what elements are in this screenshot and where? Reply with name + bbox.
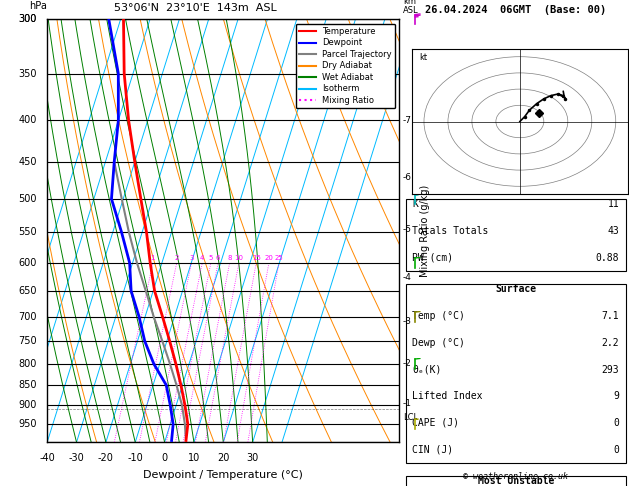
Text: 350: 350 [18, 69, 36, 79]
Text: 950: 950 [18, 419, 36, 429]
Text: 0.88: 0.88 [596, 253, 619, 263]
Text: 300: 300 [18, 15, 36, 24]
Text: 1: 1 [151, 255, 155, 261]
Text: 25: 25 [275, 255, 283, 261]
Text: 4: 4 [200, 255, 204, 261]
Text: km
ASL: km ASL [403, 0, 418, 15]
Text: -3: -3 [403, 317, 412, 327]
Text: Most Unstable: Most Unstable [477, 476, 554, 486]
Text: -30: -30 [69, 453, 84, 463]
Text: -6: -6 [403, 173, 412, 182]
Text: 600: 600 [18, 258, 36, 268]
Text: Surface: Surface [495, 284, 537, 295]
Text: 2.2: 2.2 [601, 338, 619, 348]
Text: © weatheronline.co.uk: © weatheronline.co.uk [464, 472, 568, 481]
Text: Mixing Ratio (g/kg): Mixing Ratio (g/kg) [420, 185, 430, 277]
Text: -1: -1 [403, 399, 412, 408]
Text: 53°06'N  23°10'E  143m  ASL: 53°06'N 23°10'E 143m ASL [114, 3, 277, 13]
Text: 20: 20 [217, 453, 230, 463]
Text: 26.04.2024  06GMT  (Base: 00): 26.04.2024 06GMT (Base: 00) [425, 5, 606, 15]
Text: 9: 9 [613, 391, 619, 401]
Text: 30: 30 [247, 453, 259, 463]
Text: 750: 750 [18, 336, 36, 346]
Text: Totals Totals: Totals Totals [413, 226, 489, 236]
Text: 6: 6 [216, 255, 220, 261]
Legend: Temperature, Dewpoint, Parcel Trajectory, Dry Adiabat, Wet Adiabat, Isotherm, Mi: Temperature, Dewpoint, Parcel Trajectory… [296, 24, 395, 108]
Text: Lifted Index: Lifted Index [413, 391, 483, 401]
Text: hPa: hPa [30, 1, 47, 11]
Text: 300: 300 [18, 15, 36, 24]
Text: 0: 0 [162, 453, 168, 463]
Text: θₑ(K): θₑ(K) [413, 364, 442, 375]
Text: LCL: LCL [403, 414, 418, 422]
Text: 10: 10 [188, 453, 200, 463]
Text: -7: -7 [403, 116, 412, 125]
Text: 5: 5 [209, 255, 213, 261]
Bar [406, 199, 626, 271]
Text: 500: 500 [18, 194, 36, 204]
Text: -20: -20 [98, 453, 114, 463]
Text: Dewpoint / Temperature (°C): Dewpoint / Temperature (°C) [143, 470, 303, 480]
Text: 2: 2 [174, 255, 179, 261]
Text: -2: -2 [403, 359, 412, 368]
Text: CAPE (J): CAPE (J) [413, 418, 459, 428]
Text: -10: -10 [127, 453, 143, 463]
Text: 11: 11 [608, 199, 619, 209]
Text: 800: 800 [18, 359, 36, 369]
Text: 650: 650 [18, 286, 36, 296]
Text: 3: 3 [189, 255, 194, 261]
Text: 10: 10 [235, 255, 243, 261]
Text: 450: 450 [18, 157, 36, 167]
Text: 20: 20 [264, 255, 274, 261]
Text: -40: -40 [39, 453, 55, 463]
Text: PW (cm): PW (cm) [413, 253, 454, 263]
Text: 8: 8 [228, 255, 232, 261]
Text: Temp (°C): Temp (°C) [413, 311, 465, 321]
Text: Dewp (°C): Dewp (°C) [413, 338, 465, 348]
Bar [406, 284, 626, 464]
Text: 900: 900 [18, 400, 36, 410]
Text: 850: 850 [18, 380, 36, 390]
Text: K: K [413, 199, 418, 209]
Text: 43: 43 [608, 226, 619, 236]
Text: 400: 400 [18, 116, 36, 125]
Text: kt: kt [419, 53, 427, 62]
Text: CIN (J): CIN (J) [413, 445, 454, 455]
Text: 0: 0 [613, 445, 619, 455]
Text: 550: 550 [18, 227, 36, 237]
Text: 0: 0 [613, 418, 619, 428]
Text: 7.1: 7.1 [601, 311, 619, 321]
Text: -4: -4 [403, 273, 412, 282]
Text: 15: 15 [252, 255, 260, 261]
Bar [406, 476, 626, 486]
Text: -5: -5 [403, 225, 412, 234]
Text: 293: 293 [601, 364, 619, 375]
Text: 700: 700 [18, 312, 36, 322]
